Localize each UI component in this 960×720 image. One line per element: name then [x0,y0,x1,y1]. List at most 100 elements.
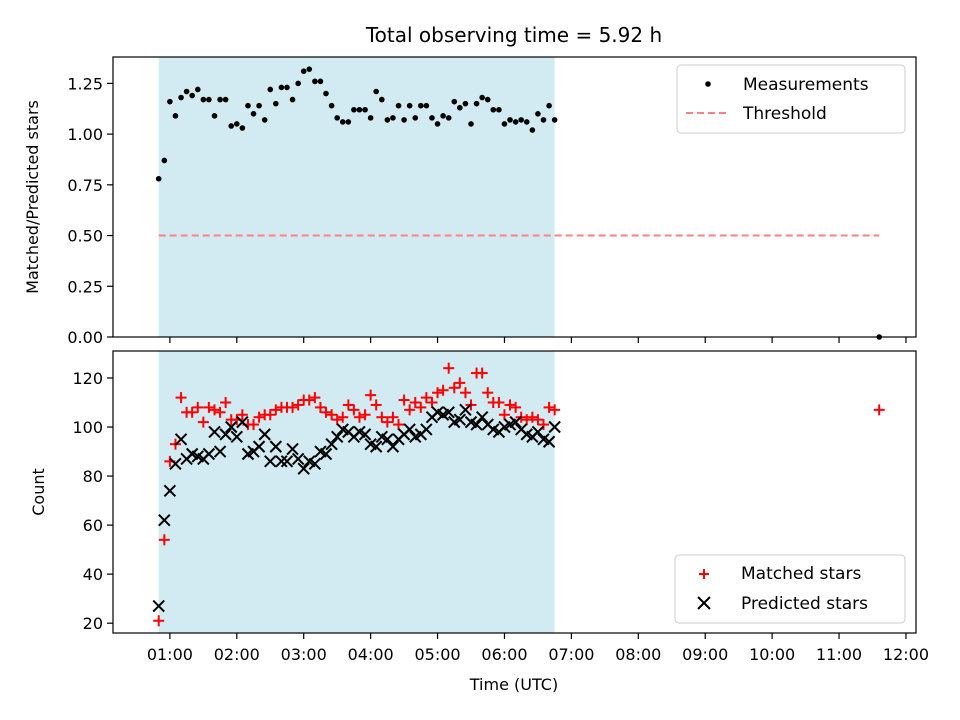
x-tick-label: 02:00 [214,645,260,664]
measurement-point [551,117,558,123]
measurement-point [390,115,396,121]
predicted-star-marker [219,428,232,441]
measurement-point [512,119,519,125]
matched-star-marker [404,404,416,416]
measurement-point [356,106,363,113]
matched-star-marker [158,534,170,546]
bottom-observing-band [158,351,555,633]
predicted-star-marker [442,406,455,419]
measurement-point [328,102,335,109]
predicted-star-marker [381,433,394,446]
matched-star-marker [510,401,522,413]
measurement-point [406,102,413,109]
predicted-star-marker [531,425,545,439]
legend-measurements-marker [705,81,711,87]
matched-star-marker [381,416,393,428]
matched-star-marker [214,406,226,418]
matched-star-marker [504,399,516,411]
x-tick-label: 10:00 [749,645,795,664]
measurement-point [395,102,402,109]
matched-star-marker [443,362,455,374]
predicted-star-marker [470,418,483,431]
matched-star-marker [248,419,260,431]
matched-star-marker [482,387,494,399]
measurement-point [289,96,296,103]
measurement-point [379,96,385,103]
predicted-star-marker [330,430,344,444]
y-tick-label: 80 [83,467,103,486]
measurement-point [496,106,502,113]
matched-star-marker [398,394,410,406]
matched-star-marker [365,389,377,401]
matched-star-marker [426,396,438,408]
predicted-star-marker [386,440,400,453]
y-tick-label: 0.75 [67,176,103,195]
matched-star-marker [409,396,421,408]
predicted-star-marker [509,415,522,429]
measurement-point [261,117,268,123]
predicted-star-marker [269,440,283,453]
predicted-star-marker [542,435,556,448]
legend-predicted-marker [697,596,711,610]
measurement-point [434,121,441,127]
ratio-panel: 0.00 0.25 0.50 0.75 1.00 1.25 Matched/Predict… [23,56,917,347]
measurement-point [429,115,435,121]
predicted-star-marker [252,440,266,453]
measurement-point [300,68,307,75]
predicted-star-marker [202,447,216,461]
predicted-star-marker [286,442,299,456]
measurement-point [339,119,346,125]
predicted-star-marker [358,428,372,441]
matched-star-marker [236,409,248,421]
legend-measurements-label: Measurements [743,75,869,95]
predicted-star-marker [174,433,188,446]
matched-star-marker [432,387,444,399]
matched-star-marker [359,409,371,421]
predicted-star-marker [258,428,271,441]
measurement-point [273,100,279,107]
measurement-point [468,121,474,127]
matched-star-marker [253,411,265,423]
measurement-point [462,100,469,107]
matched-star-marker [393,419,405,431]
measurement-point [401,117,407,123]
top-x-ticks [169,337,907,343]
measurement-point [440,113,446,119]
measurement-point [529,127,536,133]
predicted-star-marker [453,413,467,426]
matched-star-marker [448,382,460,394]
predicted-star-marker [152,599,165,613]
x-tick-label: 09:00 [682,645,728,664]
matched-star-marker [353,411,365,423]
top-y-ticks: 0.00 0.25 0.50 0.75 1.00 1.25 [67,74,113,347]
predicted-star-marker [297,462,310,475]
measurement-point [362,106,368,113]
x-tick-label: 03:00 [281,645,327,664]
measurement-point [367,115,374,121]
matched-star-marker [532,414,544,426]
matched-star-marker [415,401,427,413]
count-panel: 20 40 60 80 100 120 01:00 02:00 03:00 04:00 05:00… [29,350,929,694]
matched-star-marker [192,401,204,413]
predicted-star-marker [225,420,238,434]
measurement-point [384,117,391,123]
matched-star-marker [292,399,304,411]
measurement-point [412,115,419,121]
measurement-point [323,90,329,97]
measurement-point [306,66,313,72]
measurement-point [200,96,207,103]
predicted-star-markers [152,403,561,613]
y-tick-label: 0.25 [67,277,103,296]
y-tick-label: 100 [72,418,103,437]
measurement-point [451,98,458,105]
measurement-point [194,86,201,93]
measurement-point [250,111,257,117]
measurement-point [267,86,274,93]
predicted-star-marker [230,430,244,444]
predicted-star-marker [548,420,561,434]
x-tick-label: 12:00 [883,645,929,664]
predicted-star-marker [169,457,182,471]
measurement-point [484,96,491,103]
measurement-point [233,121,240,127]
measurement-point [445,115,452,121]
